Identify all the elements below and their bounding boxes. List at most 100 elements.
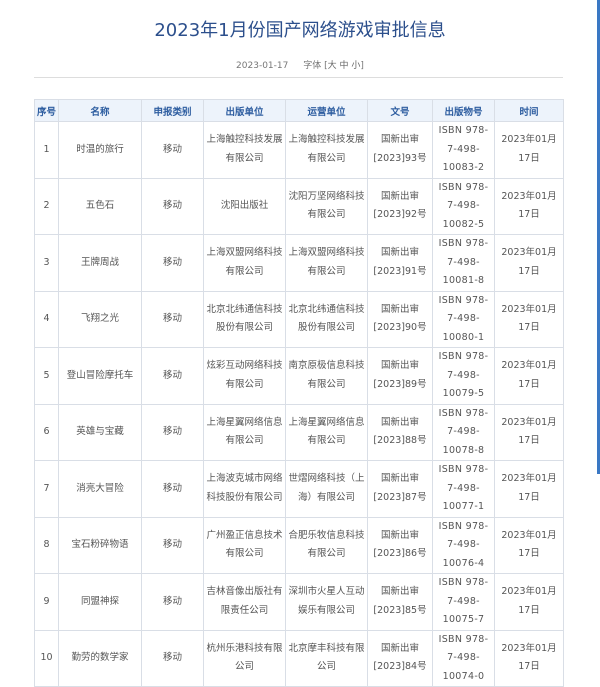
cell-col-operator: 上海星翼网络信息有限公司 — [285, 403, 368, 461]
cell-col-name: 王牌周战 — [58, 234, 142, 292]
cell-col-approval-no: 国新出审[2023]88号 — [367, 403, 433, 461]
cell-col-publisher: 上海星翼网络信息有限公司 — [203, 403, 286, 461]
font-large-link[interactable]: 大 — [327, 61, 337, 71]
approval-table: 序号 名称 申报类别 出版单位 运营单位 文号 出版物号 时间 1 时温的旅行 移动 上海触控科技发… — [34, 99, 564, 687]
cell-col-operator: 北京北纬通信科技股份有限公司 — [285, 290, 368, 348]
cell-col-approval-no: 国新出审[2023]85号 — [367, 573, 433, 631]
cell-col-index: 7 — [34, 460, 59, 518]
table-row: 9 同盟神探 移动 吉林音像出版社有限责任公司 深圳市火星人互动娱乐有限公司 国新出审[2… — [34, 573, 564, 631]
cell-col-category: 移动 — [141, 177, 204, 235]
cell-col-date: 2023年01月17日 — [494, 234, 564, 292]
cell-col-publisher: 吉林音像出版社有限责任公司 — [203, 573, 286, 631]
scrollbar-edge — [597, 0, 600, 474]
cell-col-name: 登山冒险摩托车 — [58, 347, 142, 405]
cell-col-date: 2023年01月17日 — [494, 121, 564, 179]
cell-col-publisher: 炫彩互动网络科技有限公司 — [203, 347, 286, 405]
cell-col-name: 同盟神探 — [58, 573, 142, 631]
cell-col-isbn: ISBN 978-7-498-10076-4 — [432, 516, 495, 574]
header-col-publisher: 出版单位 — [203, 99, 286, 122]
cell-col-publisher: 上海波克城市网络科技股份有限公司 — [203, 460, 286, 518]
cell-col-category: 移动 — [141, 403, 204, 461]
cell-col-index: 5 — [34, 347, 59, 405]
divider — [34, 77, 563, 78]
table-row: 10 勤劳的数学家 移动 杭州乐港科技有限公司 北京摩丰科技有限公司 国新出审[2023]… — [34, 629, 564, 687]
cell-col-publisher: 沈阳出版社 — [203, 177, 286, 235]
font-label: 字体 — [303, 61, 322, 71]
cell-col-date: 2023年01月17日 — [494, 516, 564, 574]
cell-col-operator: 上海双盟网络科技有限公司 — [285, 234, 368, 292]
font-small-link[interactable]: 小 — [351, 61, 361, 71]
cell-col-operator: 南京原极信息科技有限公司 — [285, 347, 368, 405]
table-row: 5 登山冒险摩托车 移动 炫彩互动网络科技有限公司 南京原极信息科技有限公司 国新出审[2… — [34, 347, 564, 405]
cell-col-approval-no: 国新出审[2023]86号 — [367, 516, 433, 574]
cell-col-operator: 沈阳万坚网络科技有限公司 — [285, 177, 368, 235]
table-header-row: 序号 名称 申报类别 出版单位 运营单位 文号 出版物号 时间 — [34, 99, 564, 122]
page-title: 2023年1月份国产网络游戏审批信息 — [154, 20, 446, 41]
cell-col-index: 6 — [34, 403, 59, 461]
header-col-index: 序号 — [34, 99, 59, 122]
cell-col-index: 8 — [34, 516, 59, 574]
cell-col-index: 10 — [34, 629, 59, 687]
cell-col-isbn: ISBN 978-7-498-10077-1 — [432, 460, 495, 518]
cell-col-date: 2023年01月17日 — [494, 403, 564, 461]
cell-col-approval-no: 国新出审[2023]91号 — [367, 234, 433, 292]
cell-col-isbn: ISBN 978-7-498-10078-8 — [432, 403, 495, 461]
publish-date: 2023-01-17 — [236, 61, 289, 71]
table-row: 7 消亮大冒险 移动 上海波克城市网络科技股份有限公司 世熠网络科技（上海）有限公司 国新… — [34, 460, 564, 518]
header-col-isbn: 出版物号 — [432, 99, 495, 122]
cell-col-publisher: 上海双盟网络科技有限公司 — [203, 234, 286, 292]
cell-col-isbn: ISBN 978-7-498-10081-8 — [432, 234, 495, 292]
cell-col-isbn: ISBN 978-7-498-10079-5 — [432, 347, 495, 405]
cell-col-approval-no: 国新出审[2023]84号 — [367, 629, 433, 687]
cell-col-name: 飞翔之光 — [58, 290, 142, 348]
cell-col-operator: 深圳市火星人互动娱乐有限公司 — [285, 573, 368, 631]
cell-col-approval-no: 国新出审[2023]90号 — [367, 290, 433, 348]
cell-col-category: 移动 — [141, 460, 204, 518]
header-col-name: 名称 — [58, 99, 142, 122]
cell-col-isbn: ISBN 978-7-498-10075-7 — [432, 573, 495, 631]
cell-col-category: 移动 — [141, 516, 204, 574]
table-row: 6 英雄与宝藏 移动 上海星翼网络信息有限公司 上海星翼网络信息有限公司 国新出审[202… — [34, 403, 564, 461]
cell-col-date: 2023年01月17日 — [494, 290, 564, 348]
cell-col-approval-no: 国新出审[2023]93号 — [367, 121, 433, 179]
header-col-operator: 运营单位 — [285, 99, 368, 122]
cell-col-name: 五色石 — [58, 177, 142, 235]
cell-col-name: 英雄与宝藏 — [58, 403, 142, 461]
cell-col-operator: 北京摩丰科技有限公司 — [285, 629, 368, 687]
cell-col-date: 2023年01月17日 — [494, 177, 564, 235]
header-col-approval-no: 文号 — [367, 99, 433, 122]
cell-col-index: 3 — [34, 234, 59, 292]
cell-col-operator: 上海触控科技发展有限公司 — [285, 121, 368, 179]
cell-col-category: 移动 — [141, 347, 204, 405]
cell-col-date: 2023年01月17日 — [494, 347, 564, 405]
cell-col-name: 消亮大冒险 — [58, 460, 142, 518]
article-meta: 2023-01-17 字体 [大 中 小] — [0, 58, 600, 71]
cell-col-name: 宝石粉碎物语 — [58, 516, 142, 574]
cell-col-name: 勤劳的数学家 — [58, 629, 142, 687]
table-row: 2 五色石 移动 沈阳出版社 沈阳万坚网络科技有限公司 国新出审[2023]92号 ISBN… — [34, 177, 564, 235]
cell-col-index: 4 — [34, 290, 59, 348]
cell-col-isbn: ISBN 978-7-498-10080-1 — [432, 290, 495, 348]
cell-col-index: 2 — [34, 177, 59, 235]
font-medium-link[interactable]: 中 — [339, 61, 349, 71]
cell-col-publisher: 上海触控科技发展有限公司 — [203, 121, 286, 179]
cell-col-publisher: 杭州乐港科技有限公司 — [203, 629, 286, 687]
cell-col-isbn: ISBN 978-7-498-10074-0 — [432, 629, 495, 687]
cell-col-operator: 世熠网络科技（上海）有限公司 — [285, 460, 368, 518]
font-size-switcher: 字体 [大 中 小] — [303, 61, 364, 71]
cell-col-category: 移动 — [141, 121, 204, 179]
table-row: 8 宝石粉碎物语 移动 广州盈正信息技术有限公司 合肥乐牧信息科技有限公司 国新出审[20… — [34, 516, 564, 574]
cell-col-category: 移动 — [141, 290, 204, 348]
cell-col-date: 2023年01月17日 — [494, 460, 564, 518]
cell-col-category: 移动 — [141, 573, 204, 631]
cell-col-publisher: 广州盈正信息技术有限公司 — [203, 516, 286, 574]
table-row: 4 飞翔之光 移动 北京北纬通信科技股份有限公司 北京北纬通信科技股份有限公司 国新出审[… — [34, 290, 564, 348]
cell-col-isbn: ISBN 978-7-498-10082-5 — [432, 177, 495, 235]
cell-col-approval-no: 国新出审[2023]87号 — [367, 460, 433, 518]
cell-col-operator: 合肥乐牧信息科技有限公司 — [285, 516, 368, 574]
cell-col-index: 1 — [34, 121, 59, 179]
cell-col-approval-no: 国新出审[2023]89号 — [367, 347, 433, 405]
cell-col-index: 9 — [34, 573, 59, 631]
header-col-category: 申报类别 — [141, 99, 204, 122]
cell-col-publisher: 北京北纬通信科技股份有限公司 — [203, 290, 286, 348]
